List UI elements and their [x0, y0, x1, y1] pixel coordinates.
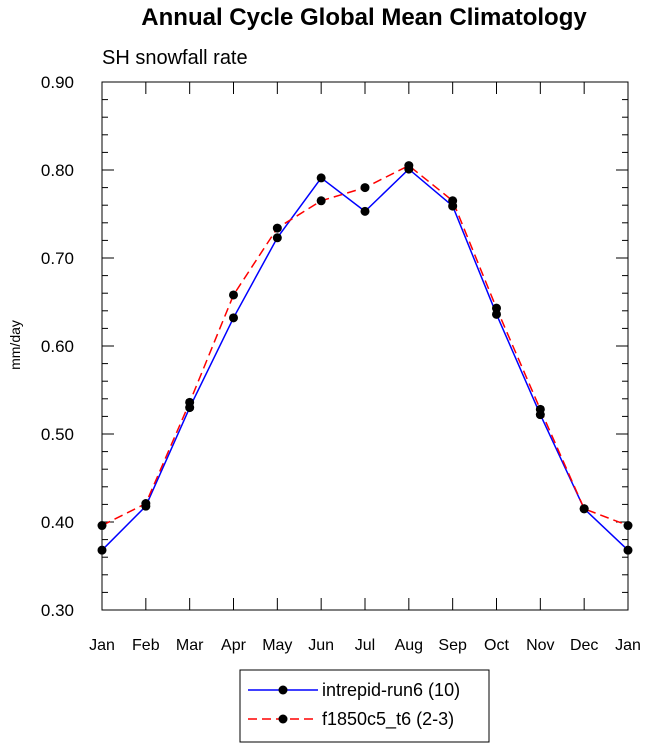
- x-tick-label: Apr: [221, 637, 247, 654]
- x-tick-label: Sep: [438, 637, 467, 654]
- legend-marker-2: [278, 714, 288, 724]
- x-tick-label: Mar: [176, 637, 204, 654]
- x-tick-label: Nov: [526, 637, 554, 654]
- y-tick-label: 0.40: [41, 513, 74, 532]
- x-tick-label: Jan: [89, 637, 115, 654]
- data-point-series-2: [185, 397, 195, 407]
- legend: intrepid-run6 (10) f1850c5_t6 (2-3): [248, 680, 460, 730]
- plot-frame: [101, 81, 629, 611]
- data-point-series-2: [141, 499, 151, 509]
- data-point-series-1: [360, 206, 370, 216]
- series-layer: [97, 161, 633, 555]
- chart-title: Annual Cycle Global Mean Climatology: [141, 4, 587, 31]
- data-point-series-1: [272, 233, 282, 243]
- y-tick-label: 0.70: [41, 249, 74, 268]
- data-point-series-1: [623, 545, 633, 555]
- data-point-series-2: [623, 521, 633, 531]
- chart-subtitle: SH snowfall rate: [102, 47, 248, 69]
- x-tick-label: Aug: [395, 637, 423, 654]
- legend-label-2: f1850c5_t6 (2-3): [322, 709, 454, 730]
- y-tick-label: 0.50: [41, 425, 74, 444]
- data-point-series-2: [492, 303, 501, 313]
- data-point-series-2: [535, 404, 545, 414]
- x-tick-labels: Jan Feb Mar Apr May Jun Jul Aug Sep Oct Nov Dec Jan: [89, 637, 641, 654]
- legend-box: [239, 669, 490, 743]
- x-tick-label: Dec: [570, 637, 598, 654]
- y-axis-label: mm/day: [7, 320, 23, 370]
- axis-ticks: [101, 81, 629, 611]
- data-point-series-2: [448, 196, 458, 206]
- y-tick-label: 0.90: [41, 73, 74, 92]
- y-tick-label: 0.30: [41, 601, 74, 620]
- data-point-series-1: [492, 309, 501, 319]
- x-tick-label: Jun: [308, 637, 334, 654]
- legend-label-1: intrepid-run6 (10): [322, 680, 460, 700]
- x-tick-label: Oct: [484, 637, 509, 654]
- data-point-series-2: [97, 521, 107, 531]
- data-point-series-2: [272, 223, 282, 233]
- data-point-series-1: [229, 313, 238, 323]
- x-tick-label: May: [262, 637, 292, 654]
- y-tick-label: 0.80: [41, 161, 74, 180]
- x-tick-label: Jan: [615, 637, 641, 654]
- y-tick-label: 0.60: [41, 337, 74, 356]
- data-point-series-2: [229, 290, 238, 300]
- data-point-series-2: [404, 161, 414, 171]
- data-point-series-2: [316, 196, 326, 206]
- data-point-series-2: [579, 504, 589, 514]
- x-tick-label: Feb: [132, 637, 160, 654]
- legend-marker-1: [278, 685, 288, 695]
- y-tick-labels: 0.30 0.40 0.50 0.60 0.70 0.80 0.90: [41, 73, 74, 620]
- series-line-1: [101, 168, 629, 551]
- x-tick-label: Jul: [355, 637, 375, 654]
- data-point-series-2: [360, 183, 370, 193]
- data-point-series-1: [316, 173, 326, 183]
- data-point-series-1: [97, 545, 107, 555]
- series-line-2: [101, 164, 629, 527]
